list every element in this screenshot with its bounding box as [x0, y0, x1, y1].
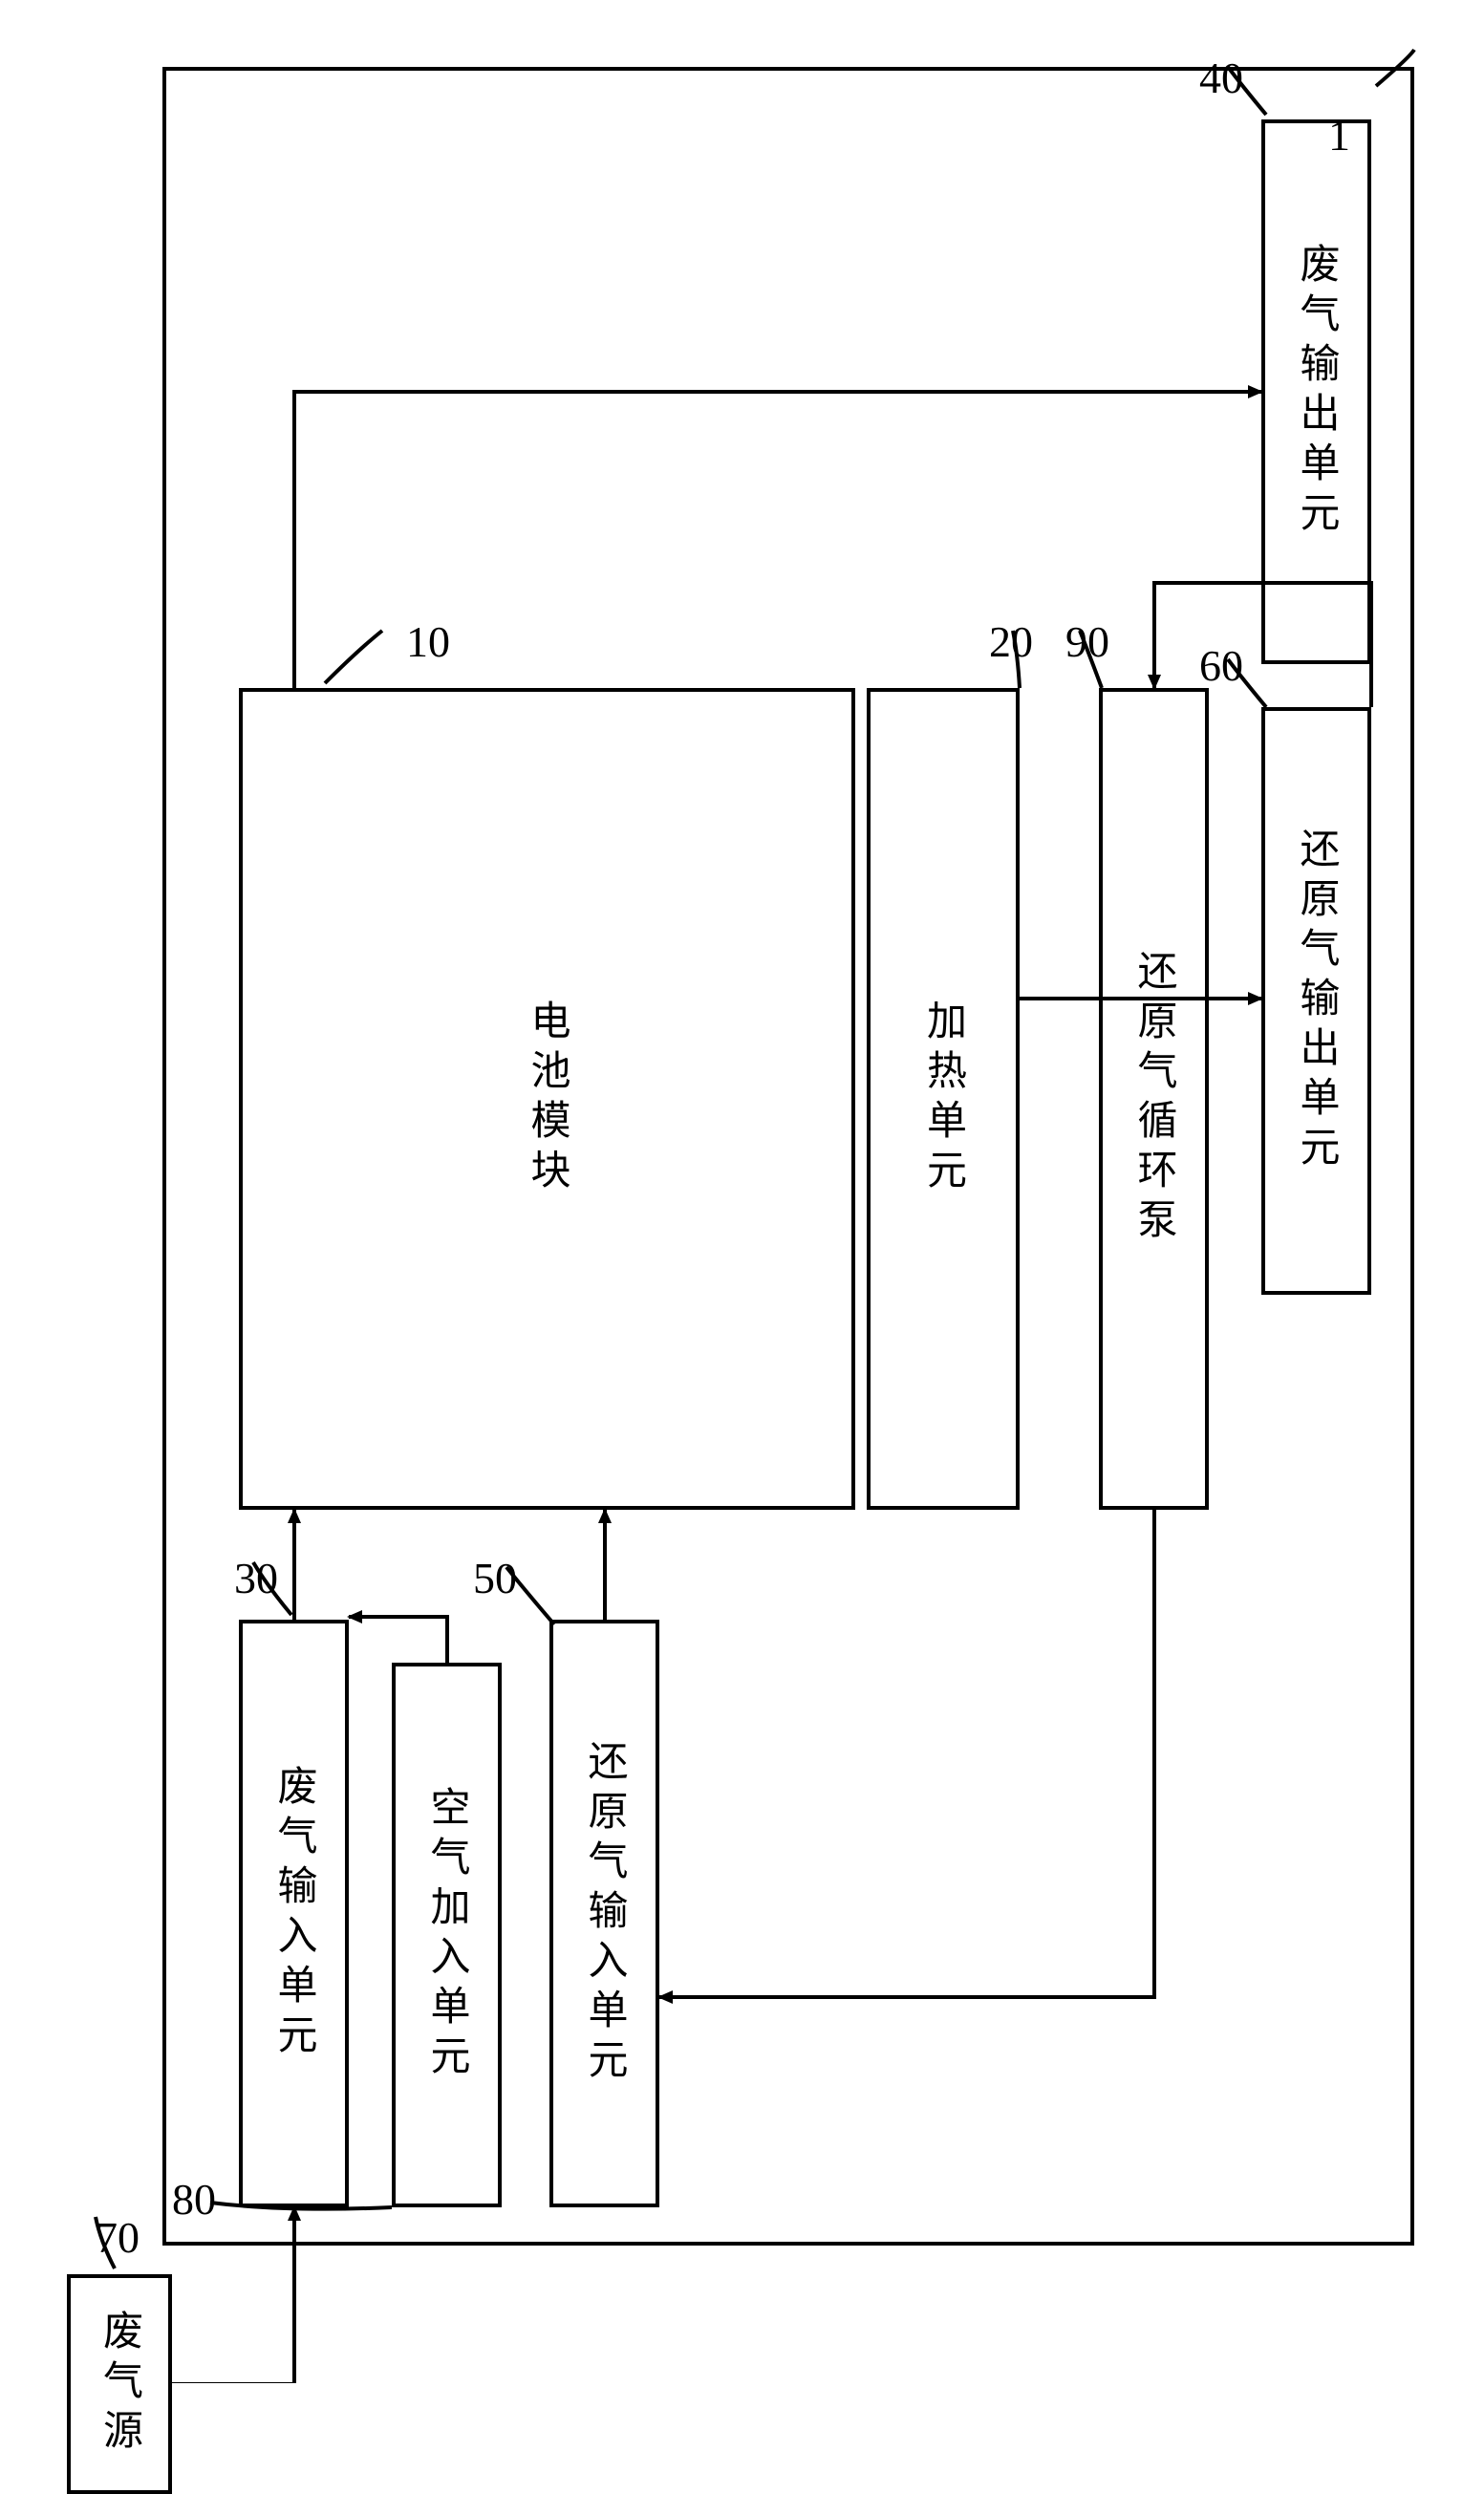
- pump-box: 还原气循环泵: [1099, 688, 1209, 1510]
- waste-source-label: 废气源: [91, 2310, 149, 2459]
- reduce-output-label: 还原气输出单元: [1287, 828, 1345, 1175]
- waste-source-box: 废气源: [67, 2274, 172, 2494]
- ref-10: 10: [406, 616, 450, 667]
- battery-module-box: 电池模块: [239, 688, 855, 1510]
- ref-90: 90: [1065, 616, 1109, 667]
- pump-label: 还原气循环泵: [1125, 950, 1183, 1248]
- ref-30: 30: [234, 1553, 278, 1603]
- diagram-canvas: 电池模块 加热单元 还原气循环泵 废气输入单元 空气加入单元 还原气输入单元 废…: [38, 38, 1446, 2383]
- reduce-output-box: 还原气输出单元: [1261, 707, 1371, 1295]
- waste-output-label: 废气输出单元: [1287, 243, 1345, 541]
- battery-module-label: 电池模块: [518, 1000, 576, 1198]
- air-add-label: 空气加入单元: [418, 1786, 476, 2084]
- ref-60: 60: [1199, 640, 1243, 691]
- ref-50: 50: [473, 1553, 517, 1603]
- heater-label: 加热单元: [914, 1000, 973, 1198]
- waste-input-box: 废气输入单元: [239, 1620, 349, 2207]
- reduce-input-label: 还原气输入单元: [575, 1740, 634, 2088]
- waste-output-box: 废气输出单元: [1261, 119, 1371, 664]
- ref-40: 40: [1199, 53, 1243, 103]
- waste-input-label: 废气输入单元: [265, 1765, 323, 2063]
- reduce-input-box: 还原气输入单元: [549, 1620, 659, 2207]
- ref-70: 70: [96, 2212, 140, 2263]
- heater-box: 加热单元: [867, 688, 1020, 1510]
- ref-20: 20: [989, 616, 1033, 667]
- air-add-box: 空气加入单元: [392, 1663, 502, 2207]
- ref-1: 1: [1328, 110, 1350, 161]
- ref-80: 80: [172, 2174, 216, 2225]
